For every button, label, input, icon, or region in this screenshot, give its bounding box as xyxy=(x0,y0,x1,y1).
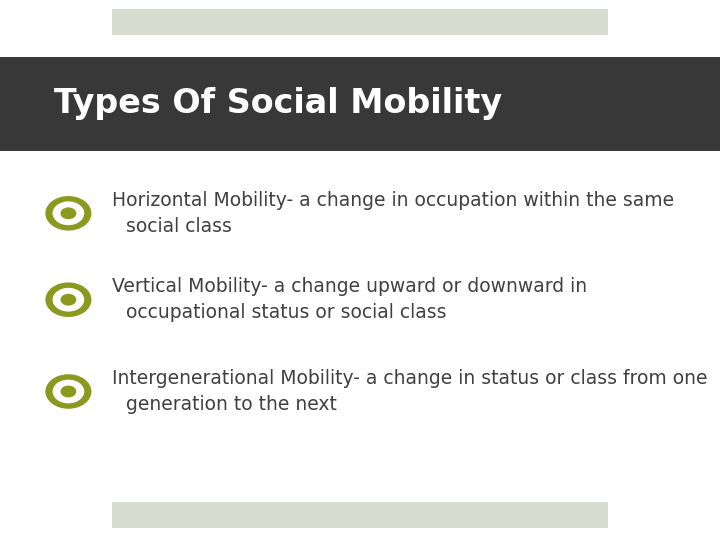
Circle shape xyxy=(53,380,84,403)
Circle shape xyxy=(45,374,91,409)
Circle shape xyxy=(53,201,84,225)
Bar xyxy=(0,57,720,151)
Circle shape xyxy=(53,288,84,312)
Circle shape xyxy=(60,207,76,219)
Text: occupational status or social class: occupational status or social class xyxy=(126,303,446,322)
Circle shape xyxy=(45,282,91,317)
Bar xyxy=(112,9,608,35)
Text: social class: social class xyxy=(126,217,232,236)
Text: Vertical Mobility- a change upward or downward in: Vertical Mobility- a change upward or do… xyxy=(112,277,587,296)
Circle shape xyxy=(60,294,76,306)
Bar xyxy=(112,502,608,528)
Circle shape xyxy=(60,386,76,397)
Text: generation to the next: generation to the next xyxy=(126,395,337,414)
Text: Horizontal Mobility- a change in occupation within the same: Horizontal Mobility- a change in occupat… xyxy=(112,191,674,210)
Circle shape xyxy=(45,196,91,231)
Text: Types Of Social Mobility: Types Of Social Mobility xyxy=(54,87,502,120)
Text: Intergenerational Mobility- a change in status or class from one: Intergenerational Mobility- a change in … xyxy=(112,369,707,388)
